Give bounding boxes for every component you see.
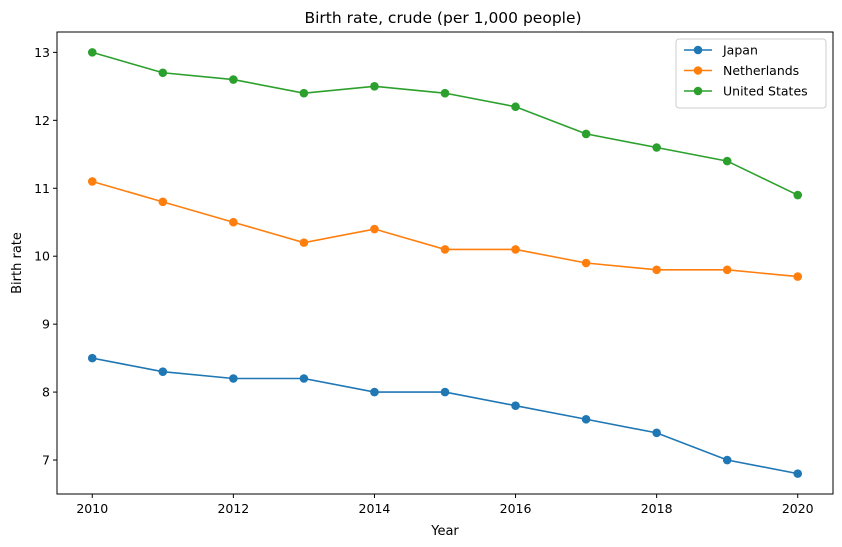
data-point-netherlands <box>511 245 520 254</box>
data-point-united-states <box>722 156 732 166</box>
data-point-united-states <box>511 102 520 112</box>
x-tick-label: 2020 <box>782 501 814 516</box>
legend-label: Netherlands <box>723 63 799 78</box>
data-point-japan <box>652 428 661 438</box>
y-tick-label: 13 <box>34 45 50 60</box>
data-point-netherlands <box>370 224 379 234</box>
data-point-japan <box>793 469 803 478</box>
series-line-netherlands <box>92 180 798 278</box>
x-axis-title: Year <box>430 524 459 539</box>
data-point-united-states <box>229 75 238 84</box>
series-united-states <box>87 48 803 200</box>
legend-item-united-states: United States <box>684 84 808 99</box>
data-point-japan <box>722 455 732 465</box>
y-tick-label: 7 <box>42 453 50 468</box>
data-point-japan <box>511 401 520 410</box>
data-point-united-states <box>87 48 97 57</box>
data-point-netherlands <box>87 177 97 186</box>
data-point-netherlands <box>722 265 732 275</box>
data-point-japan <box>370 387 379 397</box>
data-point-netherlands <box>158 197 168 207</box>
data-point-united-states <box>581 129 591 139</box>
data-point-japan <box>299 374 309 383</box>
legend-marker <box>693 66 703 75</box>
data-point-united-states <box>652 143 661 152</box>
plot-area <box>56 31 834 495</box>
x-tick-label: 2014 <box>359 501 391 516</box>
x-tick-label: 2012 <box>217 501 249 516</box>
x-tick-label: 2010 <box>76 501 108 516</box>
data-point-netherlands <box>793 272 803 281</box>
data-point-netherlands <box>652 265 661 275</box>
legend-label: United States <box>723 84 808 99</box>
data-point-netherlands <box>440 245 450 254</box>
chart-title: Birth rate, crude (per 1,000 people) <box>304 9 581 27</box>
y-axis: 7 8 9 10 11 12 13 <box>34 45 57 468</box>
x-tick-label: 2018 <box>641 501 673 516</box>
y-tick-label: 11 <box>34 181 50 196</box>
data-point-united-states <box>158 68 168 78</box>
data-point-netherlands <box>229 217 238 227</box>
y-axis-title: Birth rate <box>10 232 25 294</box>
legend-marker <box>693 45 703 55</box>
legend: Japan Netherlands United States <box>675 38 827 109</box>
x-axis: 2010 2012 2014 2016 2018 2020 <box>76 494 814 516</box>
data-point-netherlands <box>299 238 309 247</box>
data-point-united-states <box>440 88 450 98</box>
y-tick-label: 8 <box>42 385 50 400</box>
y-tick-label: 10 <box>34 249 50 264</box>
series-netherlands <box>87 177 803 281</box>
x-tick-label: 2016 <box>500 501 532 516</box>
legend-label: Japan <box>722 43 758 58</box>
series-layer <box>87 48 803 478</box>
y-tick-label: 9 <box>42 317 50 332</box>
data-point-japan <box>158 367 168 377</box>
data-point-united-states <box>793 190 803 200</box>
data-point-japan <box>440 387 450 397</box>
data-point-japan <box>229 374 238 383</box>
legend-frame <box>675 38 827 109</box>
y-tick-label: 12 <box>34 113 50 128</box>
legend-item-netherlands: Netherlands <box>684 63 799 78</box>
data-point-japan <box>87 353 97 363</box>
series-japan <box>87 353 803 478</box>
data-point-united-states <box>299 88 309 98</box>
legend-item-japan: Japan <box>684 43 758 58</box>
data-point-netherlands <box>581 258 591 268</box>
data-point-japan <box>581 414 591 424</box>
series-line-japan <box>92 357 798 475</box>
legend-marker <box>693 86 703 96</box>
data-point-united-states <box>370 82 379 91</box>
